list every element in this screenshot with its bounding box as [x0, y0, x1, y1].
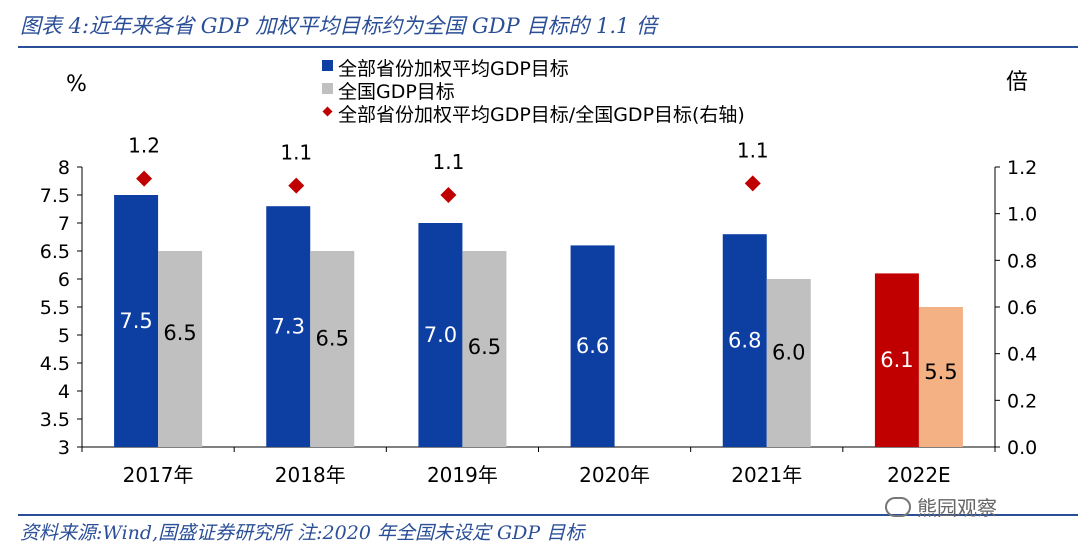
- legend-swatch-national: [322, 83, 333, 94]
- left-tick-label: 7.5: [40, 185, 70, 207]
- left-tick-label: 4.5: [40, 353, 70, 375]
- legend-label-ratio: 全部省份加权平均GDP目标/全国GDP目标(右轴): [338, 104, 745, 126]
- bar-provincial-target: [874, 273, 919, 447]
- left-tick-label: 4: [58, 381, 70, 403]
- ratio-point: [288, 177, 305, 194]
- ratio-value-label: 1.1: [280, 141, 312, 165]
- category-label: 2020年: [579, 463, 650, 487]
- left-tick-label: 6.5: [40, 241, 70, 263]
- legend-label-provincial: 全部省份加权平均GDP目标: [338, 58, 569, 80]
- source-divider: [18, 514, 1078, 516]
- category-label: 2019年: [427, 463, 498, 487]
- watermark: 熊园观察: [885, 492, 997, 521]
- left-tick-label: 5: [58, 325, 70, 347]
- bar-provincial-target: [266, 206, 311, 447]
- ratio-value-label: 1.2: [128, 134, 160, 158]
- bar-provincial-target: [722, 234, 767, 447]
- bar-national-value: 6.5: [468, 335, 501, 359]
- bar-provincial-value: 6.8: [728, 329, 761, 353]
- bar-national-target: [310, 251, 355, 447]
- ratio-point: [136, 170, 153, 187]
- bar-provincial-target: [114, 195, 159, 447]
- legend-swatch-provincial: [322, 60, 333, 71]
- chart-title: 图表 4:近年来各省 GDP 加权平均目标约为全国 GDP 目标的 1.1 倍: [20, 14, 658, 38]
- bar-national-value: 6.5: [316, 327, 349, 351]
- left-tick-label: 3: [58, 437, 70, 459]
- left-tick-label: 8: [58, 157, 70, 179]
- bar-national-value: 5.5: [924, 360, 957, 384]
- bar-provincial-value: 7.0: [424, 323, 457, 347]
- right-tick-label: 0.0: [1007, 437, 1037, 459]
- bar-provincial-value: 6.1: [880, 348, 913, 372]
- legend-swatch-ratio: [322, 106, 333, 117]
- right-tick-label: 0.6: [1007, 297, 1037, 319]
- watermark-text: 熊园观察: [917, 496, 997, 520]
- bar-national-value: 6.0: [772, 341, 805, 365]
- bar-provincial-target: [570, 245, 615, 447]
- left-tick-label: 6: [58, 269, 70, 291]
- right-tick-label: 1.0: [1007, 204, 1037, 226]
- bar-national-target: [918, 307, 963, 447]
- ratio-point: [744, 175, 761, 192]
- ratio-value-label: 1.1: [433, 150, 465, 174]
- right-tick-label: 0.4: [1007, 344, 1037, 366]
- bar-national-value: 6.5: [163, 321, 196, 345]
- bar-provincial-value: 7.3: [272, 315, 305, 339]
- category-label: 2018年: [275, 463, 346, 487]
- bar-national-target: [462, 251, 507, 447]
- title-divider: [18, 46, 1078, 48]
- category-label: 2021年: [731, 463, 802, 487]
- wechat-icon: [885, 496, 911, 517]
- left-tick-label: 7: [58, 213, 70, 235]
- source-note: 资料来源:Wind,国盛证券研究所 注:2020 年全国未设定 GDP 目标: [20, 522, 585, 544]
- left-tick-label: 3.5: [40, 409, 70, 431]
- category-label: 2017年: [123, 463, 194, 487]
- ratio-point: [440, 187, 457, 203]
- bar-provincial-value: 7.5: [119, 309, 152, 333]
- right-unit-label: 倍: [1006, 70, 1028, 95]
- legend-label-national: 全国GDP目标: [338, 81, 455, 103]
- ratio-value-label: 1.1: [737, 138, 769, 162]
- bar-provincial-target: [418, 223, 463, 447]
- category-label: 2022E: [887, 463, 951, 487]
- left-tick-label: 5.5: [40, 297, 70, 319]
- right-tick-label: 1.2: [1007, 157, 1037, 179]
- right-tick-label: 0.8: [1007, 250, 1037, 272]
- right-tick-label: 0.2: [1007, 390, 1037, 412]
- bar-provincial-value: 6.6: [576, 334, 609, 358]
- bar-national-target: [766, 279, 811, 447]
- bar-national-target: [158, 251, 203, 447]
- left-unit-label: %: [66, 72, 87, 97]
